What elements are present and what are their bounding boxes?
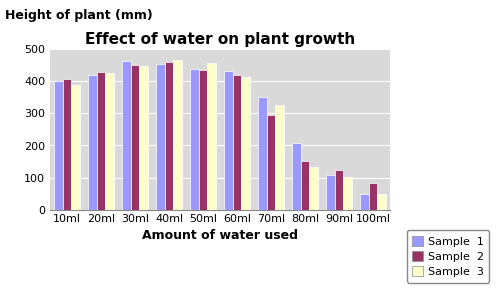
Bar	[369, 183, 378, 210]
Bar	[224, 71, 233, 210]
Bar	[131, 65, 139, 210]
Bar	[309, 167, 318, 210]
Bar	[122, 61, 131, 210]
Bar	[199, 70, 207, 210]
Bar	[335, 171, 343, 210]
Bar	[326, 175, 335, 210]
Bar	[88, 75, 97, 210]
Bar	[233, 75, 241, 210]
Bar	[343, 177, 352, 210]
Bar	[72, 85, 80, 210]
Bar	[54, 81, 63, 210]
Bar	[174, 60, 182, 210]
Bar	[301, 161, 309, 210]
Title: Effect of water on plant growth: Effect of water on plant growth	[85, 32, 355, 47]
Bar	[165, 62, 173, 210]
Bar	[258, 97, 267, 210]
Bar	[190, 69, 199, 210]
Bar	[97, 72, 105, 210]
Bar	[208, 63, 216, 210]
Bar	[292, 143, 301, 210]
X-axis label: Amount of water used: Amount of water used	[142, 228, 298, 242]
Bar	[378, 194, 386, 210]
Bar	[360, 194, 369, 210]
Text: Height of plant (mm): Height of plant (mm)	[5, 9, 153, 22]
Bar	[139, 66, 148, 210]
Bar	[275, 104, 284, 210]
Legend: Sample  1, Sample  2, Sample  3: Sample 1, Sample 2, Sample 3	[407, 230, 490, 283]
Bar	[63, 79, 72, 210]
Bar	[156, 64, 165, 210]
Bar	[267, 115, 275, 210]
Bar	[241, 77, 250, 210]
Bar	[105, 73, 114, 210]
